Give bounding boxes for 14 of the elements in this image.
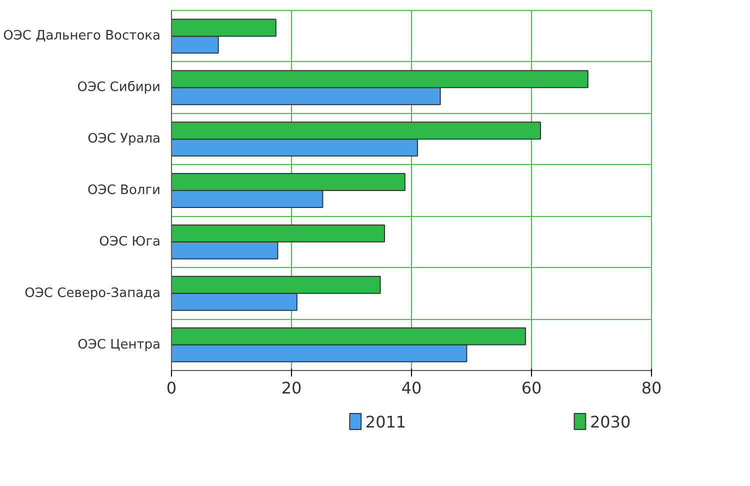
x-tick-label: 0: [166, 378, 177, 398]
x-tick-label: 80: [641, 378, 662, 398]
legend-label: 2030: [590, 412, 631, 432]
x-tick-label: 20: [281, 378, 302, 398]
y-tick-label: ОЭС Юга: [99, 234, 161, 250]
y-tick-label: ОЭС Дальнего Востока: [3, 28, 160, 44]
y-tick-label: ОЭС Центра: [78, 337, 161, 352]
x-tick-label: 40: [401, 378, 422, 398]
y-tick-label: ОЭС Урала: [88, 132, 161, 147]
x-tick-label: 60: [521, 378, 542, 398]
y-tick-label: ОЭС Сибири: [77, 80, 161, 96]
y-tick-label: ОЭС Северо-Запада: [24, 286, 161, 301]
y-tick-label: ОЭС Волги: [88, 183, 161, 198]
legend-label: 2011: [365, 412, 406, 432]
